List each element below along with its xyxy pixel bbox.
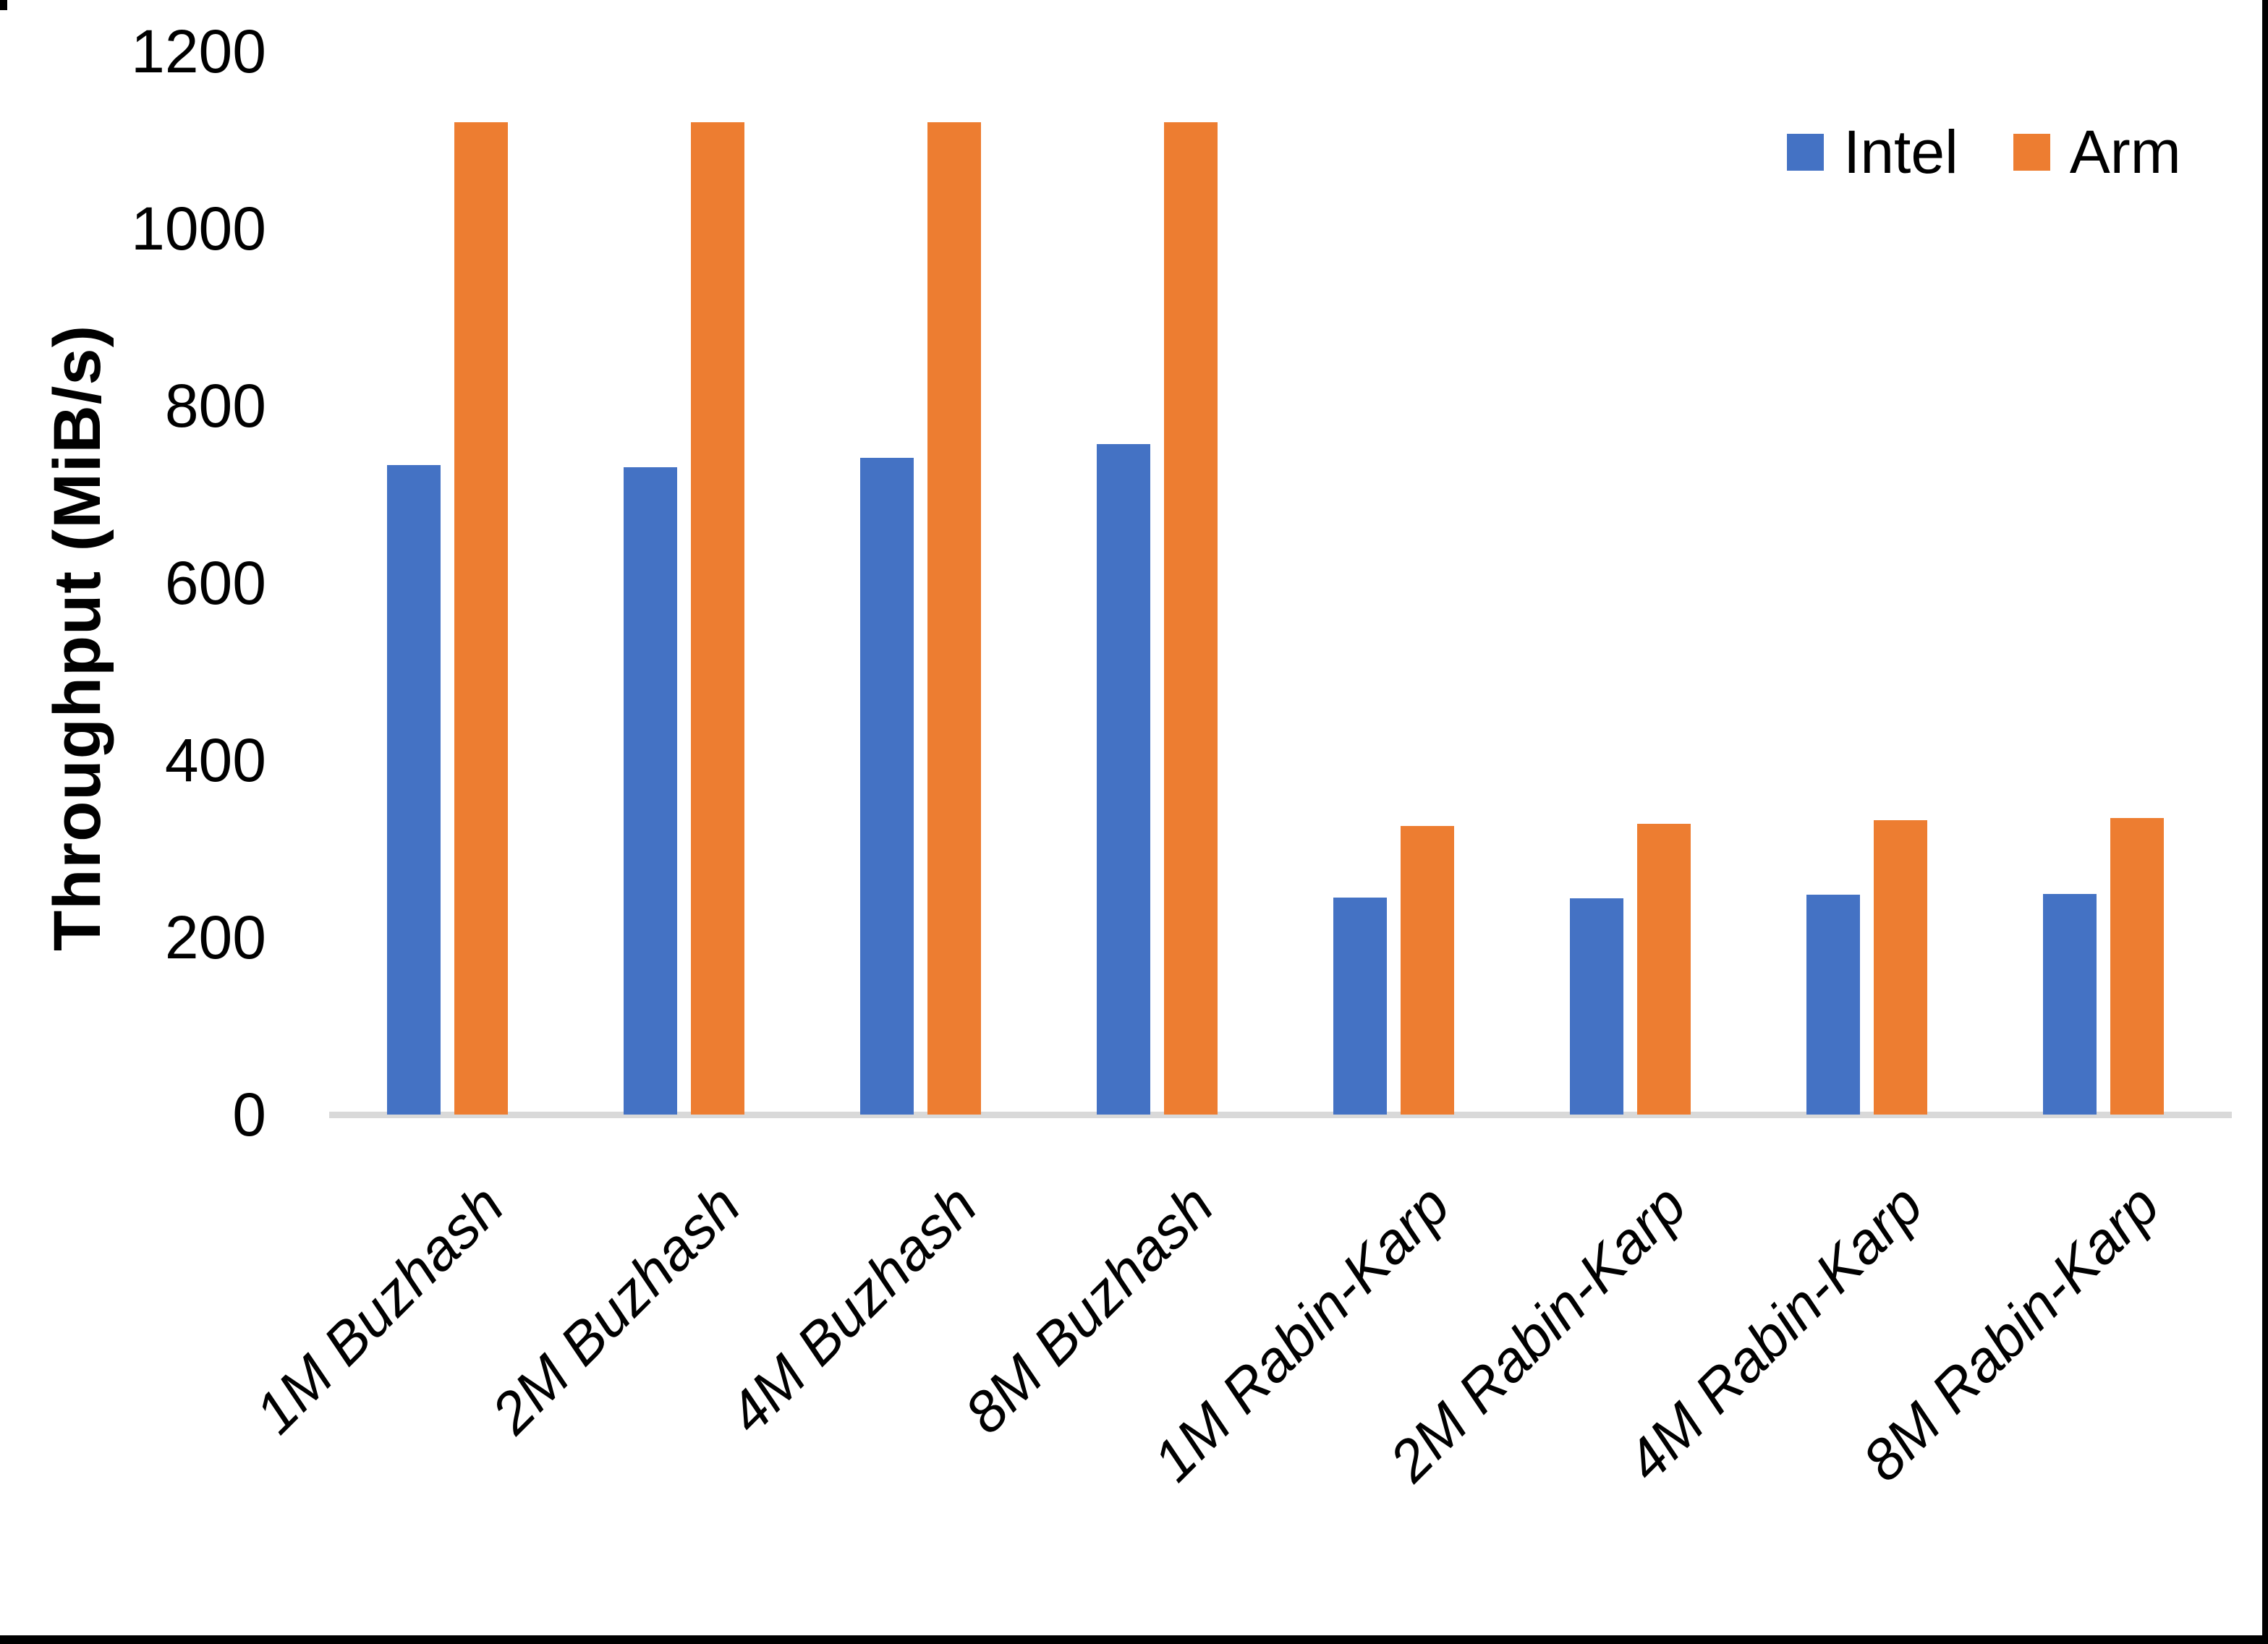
intel-bar-2m-buzhash — [624, 467, 677, 1115]
arm-bar-4m-buzhash — [927, 122, 981, 1115]
intel-bar-4m-buzhash — [860, 458, 914, 1115]
y-tick-label-800: 800 — [164, 372, 266, 440]
intel-bar-8m-buzhash — [1097, 444, 1150, 1115]
x-category-label-1m-buzhash: 1M Buzhash — [242, 1172, 516, 1446]
arm-bar-1m-buzhash — [454, 122, 508, 1115]
arm-bar-2m-buzhash — [691, 122, 744, 1115]
x-axis-line — [329, 1112, 2232, 1118]
arm-bar-8m-rabin-karp — [2110, 818, 2164, 1115]
y-tick-label-0: 0 — [232, 1081, 266, 1149]
intel-bar-1m-rabin-karp — [1333, 898, 1387, 1115]
intel-bar-1m-buzhash — [387, 465, 441, 1115]
y-tick-label-600: 600 — [164, 549, 266, 617]
arm-bar-1m-rabin-karp — [1401, 826, 1454, 1115]
intel-bar-8m-rabin-karp — [2043, 894, 2097, 1115]
arm-bar-4m-rabin-karp — [1874, 820, 1927, 1115]
legend-item-intel: Intel — [1787, 122, 1958, 182]
arm-bar-2m-rabin-karp — [1637, 824, 1691, 1115]
y-tick-label-1200: 1200 — [131, 17, 266, 85]
legend-item-arm: Arm — [2013, 122, 2181, 182]
arm-bar-8m-buzhash — [1164, 122, 1218, 1115]
x-category-label-2m-buzhash: 2M Buzhash — [479, 1172, 752, 1446]
arm-series-swatch — [2013, 133, 2050, 171]
window-border-right — [2262, 0, 2268, 1644]
y-tick-label-1000: 1000 — [131, 195, 266, 263]
window-border-bottom — [0, 1635, 2268, 1644]
intel-bar-2m-rabin-karp — [1570, 898, 1623, 1115]
x-category-label-4m-buzhash: 4M Buzhash — [715, 1172, 989, 1446]
intel-series-swatch — [1787, 133, 1824, 171]
legend: Intel Arm — [1787, 122, 2181, 182]
intel-bar-4m-rabin-karp — [1806, 895, 1860, 1115]
y-tick-label-400: 400 — [164, 726, 266, 794]
y-tick-label-200: 200 — [164, 903, 266, 971]
legend-label-arm: Arm — [2069, 118, 2181, 186]
legend-label-intel: Intel — [1843, 118, 1958, 186]
window-border-corner — [0, 0, 7, 10]
